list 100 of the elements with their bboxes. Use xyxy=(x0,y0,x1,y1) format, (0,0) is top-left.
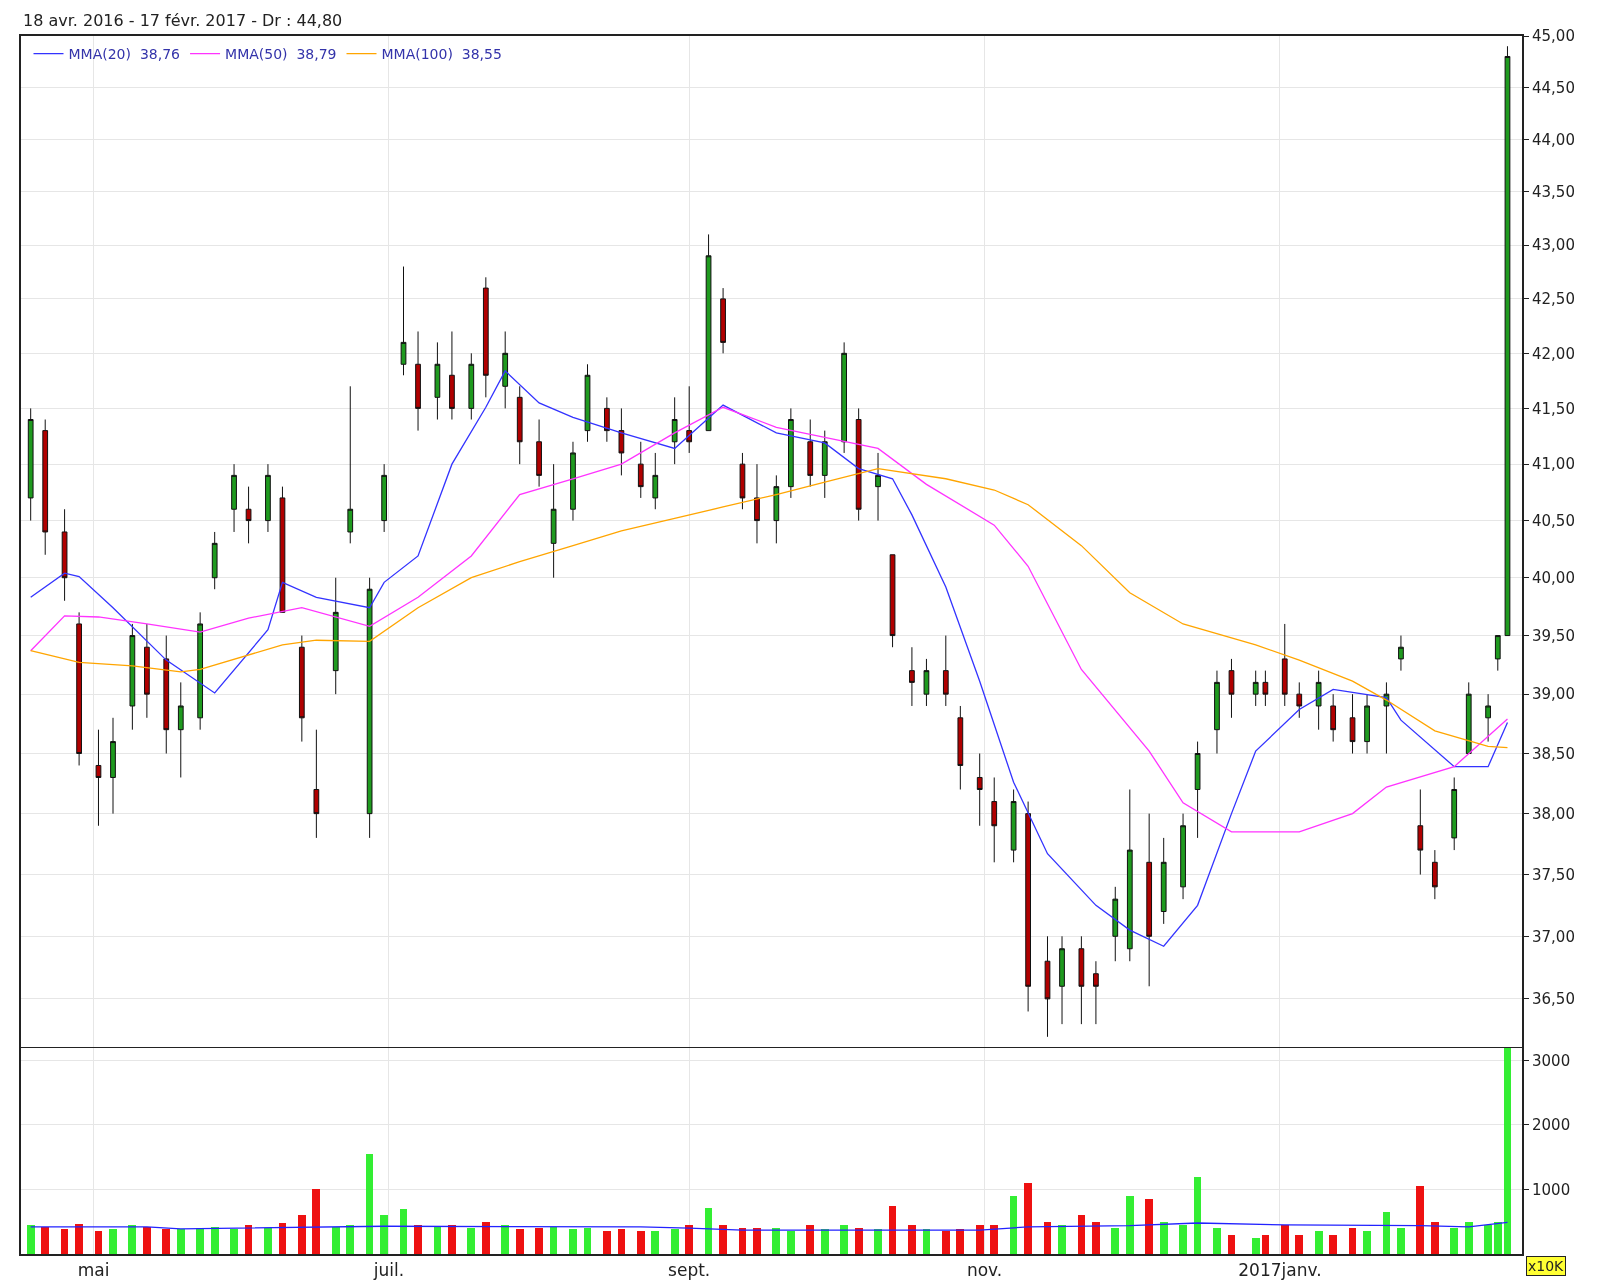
bar xyxy=(109,1229,117,1254)
bar xyxy=(1397,1228,1405,1254)
bar xyxy=(1503,1048,1512,1254)
candlestick xyxy=(570,441,576,522)
candlestick xyxy=(279,486,286,613)
candlestick xyxy=(1228,658,1235,719)
candlestick xyxy=(1431,849,1438,900)
y-tick-label: 2000 xyxy=(1532,1116,1571,1135)
bar xyxy=(331,1226,340,1254)
bar xyxy=(603,1231,611,1254)
line-series xyxy=(30,406,1509,833)
candlestick xyxy=(550,463,557,579)
candlestick xyxy=(976,753,983,827)
candlestick xyxy=(536,419,542,488)
bar xyxy=(636,1231,645,1254)
y-tick-label: 37,50 xyxy=(1532,865,1575,884)
candlestick xyxy=(584,363,591,443)
bar xyxy=(433,1226,442,1254)
candlestick xyxy=(1330,693,1337,743)
bar xyxy=(346,1224,355,1254)
candlestick xyxy=(773,474,780,544)
bar xyxy=(515,1229,524,1254)
candlestick xyxy=(1398,635,1404,672)
candlestick xyxy=(129,623,136,731)
x-tick-label: nov. xyxy=(966,1260,1003,1281)
bar xyxy=(1058,1224,1066,1254)
candlestick xyxy=(95,729,102,827)
bar xyxy=(975,1224,984,1254)
bar xyxy=(753,1228,761,1254)
candlestick xyxy=(1059,935,1065,1025)
candlestick xyxy=(1281,623,1288,707)
candlestick xyxy=(705,233,712,432)
y-tick-label: 37,00 xyxy=(1532,927,1575,946)
bar xyxy=(840,1224,848,1254)
y-tick-label: 43,50 xyxy=(1532,183,1575,202)
bar xyxy=(128,1224,137,1254)
candlestick xyxy=(1262,670,1269,707)
bar xyxy=(990,1224,999,1254)
bar xyxy=(1416,1186,1425,1254)
bar xyxy=(956,1229,965,1254)
candlestick xyxy=(1451,776,1458,851)
bar xyxy=(176,1228,185,1254)
bar xyxy=(1213,1228,1221,1254)
candlestick xyxy=(347,385,354,544)
candlestick xyxy=(449,330,455,420)
candlestick xyxy=(245,486,252,544)
candlestick xyxy=(110,717,116,815)
bar xyxy=(908,1224,916,1254)
bar xyxy=(414,1224,422,1254)
bar xyxy=(651,1231,660,1254)
x-tick-label: juil. xyxy=(372,1260,405,1281)
candlestick xyxy=(855,407,862,522)
bar xyxy=(75,1223,83,1254)
candlestick xyxy=(434,341,441,420)
candlestick xyxy=(298,635,305,743)
candlestick xyxy=(841,341,847,454)
candlestick xyxy=(909,646,915,707)
candlestick xyxy=(468,352,475,420)
candlestick xyxy=(61,508,68,602)
candlestick xyxy=(1078,935,1085,1025)
bar xyxy=(1430,1221,1439,1254)
y-tick-label: 40,50 xyxy=(1532,511,1575,530)
candlestick xyxy=(991,776,998,863)
candlestick xyxy=(889,554,896,648)
candlestick xyxy=(1112,886,1119,962)
candlestick xyxy=(652,452,659,510)
candlestick xyxy=(381,463,388,533)
candlestick xyxy=(788,407,794,499)
bar xyxy=(1145,1199,1154,1254)
bar xyxy=(264,1228,272,1254)
candlestick xyxy=(1093,960,1099,1025)
candlestick xyxy=(211,531,218,590)
y-tick-label: 41,50 xyxy=(1532,399,1575,418)
candlestick xyxy=(1160,837,1167,925)
candlestick xyxy=(1126,788,1133,962)
x-tick-label: 2017janv. xyxy=(1238,1260,1322,1281)
bar xyxy=(874,1229,882,1254)
candlestick xyxy=(400,266,407,376)
bar xyxy=(569,1229,577,1254)
chart-title: 18 avr. 2016 - 17 févr. 2017 - Dr : 44,80 xyxy=(23,11,343,30)
bar xyxy=(1111,1228,1120,1254)
bar xyxy=(1159,1221,1168,1254)
line-series xyxy=(30,370,1509,947)
bar xyxy=(1280,1224,1289,1254)
x-tick-label: mai xyxy=(77,1260,110,1281)
candlestick xyxy=(502,330,509,409)
candlestick xyxy=(1349,693,1356,755)
bar xyxy=(448,1224,456,1254)
bar xyxy=(1348,1228,1357,1254)
candlestick xyxy=(754,463,760,544)
candlestick xyxy=(739,452,746,510)
bar xyxy=(1295,1234,1304,1254)
candlestick xyxy=(144,623,150,719)
y-tick-label: 38,00 xyxy=(1532,804,1575,823)
legend-label: MMA(50) 38,79 xyxy=(225,46,337,63)
y-tick-label: 42,00 xyxy=(1532,344,1575,363)
candlestick xyxy=(197,611,204,731)
bar xyxy=(230,1229,238,1254)
bar xyxy=(60,1229,69,1254)
bar xyxy=(670,1229,679,1254)
